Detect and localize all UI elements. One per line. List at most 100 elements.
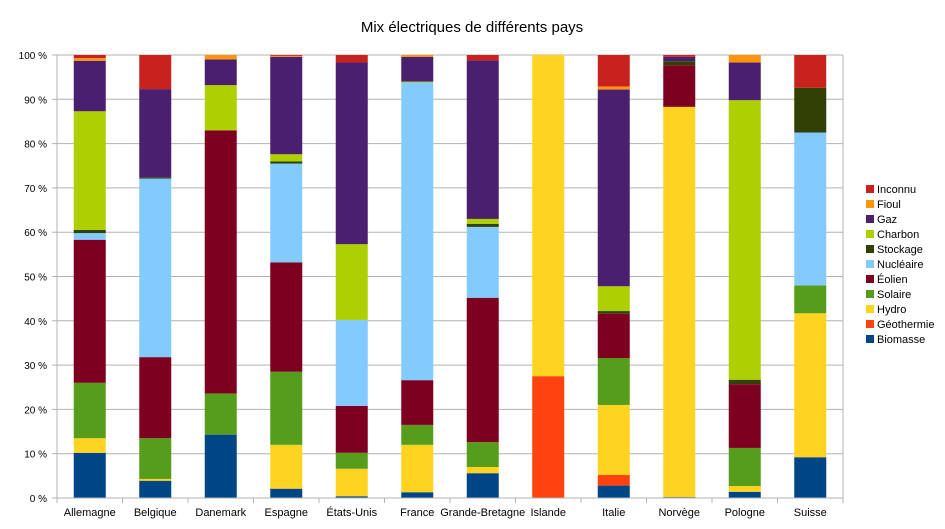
bar-segment: [597, 286, 630, 312]
bar-segment: [270, 371, 303, 445]
bar-segment: [73, 111, 106, 230]
bar-segment: [270, 161, 303, 164]
bar-segment: [270, 488, 303, 498]
y-tick-label: 60 %: [24, 228, 47, 239]
bar-segment: [728, 100, 761, 380]
bar-segment: [663, 106, 696, 498]
bar-segment: [794, 313, 827, 458]
bar-segment: [466, 60, 499, 219]
bar-segment: [728, 491, 761, 498]
bar-segment: [663, 55, 696, 57]
bar-segment: [204, 59, 237, 86]
gridlines: [52, 54, 843, 499]
bar-segment: [728, 55, 761, 63]
legend-label: Solaire: [877, 289, 911, 301]
x-tick-label: Grande-Bretagne: [440, 507, 525, 519]
bar-segment: [204, 85, 237, 131]
legend-label: Éolien: [877, 273, 908, 286]
bar-segment: [597, 485, 630, 498]
x-tick-label: États-Unis: [326, 506, 377, 519]
bar-segment: [204, 55, 237, 60]
bar-segment: [139, 357, 172, 439]
bar-segment: [401, 81, 434, 83]
bar-segment: [794, 87, 827, 133]
bar-segment: [139, 480, 172, 498]
y-tick-label: 0 %: [30, 494, 47, 505]
legend-swatch: [866, 335, 874, 343]
bar-segment: [73, 452, 106, 498]
bar-segment: [794, 132, 827, 286]
bar-segment: [663, 65, 696, 107]
bar-segment: [466, 55, 499, 61]
y-tick-label: 100 %: [19, 51, 47, 62]
bar-segment: [663, 61, 696, 66]
legend-swatch: [866, 200, 874, 208]
legend-label: Gaz: [877, 214, 897, 226]
legend-swatch: [866, 230, 874, 238]
bar-segment: [139, 55, 172, 90]
legend-label: Géothermie: [877, 319, 934, 331]
y-tick-label: 50 %: [24, 273, 47, 284]
bar-segment: [401, 56, 434, 82]
bar-segment: [335, 496, 368, 498]
bar-segment: [335, 244, 368, 320]
bar-segment: [401, 380, 434, 425]
bar-segment: [728, 62, 761, 101]
bar-segment: [401, 492, 434, 498]
bar-segment: [597, 358, 630, 405]
y-tick-label: 70 %: [24, 184, 47, 195]
bar-segment: [73, 382, 106, 439]
x-tick-label: Espagne: [265, 507, 308, 519]
legend-swatch: [866, 185, 874, 193]
bar-segment: [597, 313, 630, 359]
x-tick-label: Belgique: [134, 507, 177, 519]
bar-segment: [466, 473, 499, 498]
legend-label: Biomasse: [877, 334, 925, 346]
legend-swatch: [866, 275, 874, 283]
bar-segment: [335, 62, 368, 245]
bar-segment: [139, 89, 172, 178]
y-tick-label: 30 %: [24, 361, 47, 372]
bar-segment: [597, 474, 630, 486]
legend-label: Stockage: [877, 244, 923, 256]
bar-segment: [597, 89, 630, 287]
bar-segment: [335, 319, 368, 406]
bar-segment: [466, 466, 499, 474]
legend-label: Nucléaire: [877, 259, 923, 271]
bar-segment: [204, 434, 237, 498]
y-tick-label: 20 %: [24, 405, 47, 416]
bar-segment: [204, 393, 237, 435]
y-tick-label: 80 %: [24, 140, 47, 151]
bar-segment: [532, 376, 565, 498]
bar-segment: [139, 438, 172, 479]
legend-swatch: [866, 245, 874, 253]
x-tick-label: Italie: [602, 507, 625, 519]
legend-label: Fioul: [877, 199, 901, 211]
chart-title: Mix électriques de différents pays: [361, 19, 583, 36]
bar-segment: [270, 154, 303, 162]
x-tick-label: Suisse: [794, 507, 827, 519]
bar-segment: [204, 130, 237, 394]
legend: Inconnu Fioul Gaz Charbon Stockage Nucléaire É…: [866, 184, 934, 346]
bar-segment: [728, 486, 761, 492]
bar-segment: [270, 262, 303, 372]
bar-segment: [401, 82, 434, 381]
bar-segment: [139, 178, 172, 358]
bar-segment: [728, 384, 761, 448]
bar-segment: [270, 55, 303, 57]
bar-segment: [335, 468, 368, 497]
legend-swatch: [866, 290, 874, 298]
bar-segment: [401, 444, 434, 493]
x-axis-tick-labels: Allemagne Belgique Danemark Espagne États-Un…: [64, 506, 827, 519]
bar-segment: [270, 163, 303, 263]
bar-segment: [597, 55, 630, 87]
bar-segment: [597, 311, 630, 314]
bar-segment: [794, 55, 827, 88]
y-tick-label: 90 %: [24, 95, 47, 106]
x-tick-label: Pologne: [725, 507, 765, 519]
bar-segment: [73, 58, 106, 61]
legend-label: Charbon: [877, 229, 919, 241]
y-axis-tick-labels: 0 % 10 % 20 % 30 % 40 % 50 % 60 % 70 % 80 % 90 % 1…: [19, 51, 47, 505]
x-tick-label: Islande: [531, 507, 566, 519]
legend-label: Hydro: [877, 304, 906, 316]
